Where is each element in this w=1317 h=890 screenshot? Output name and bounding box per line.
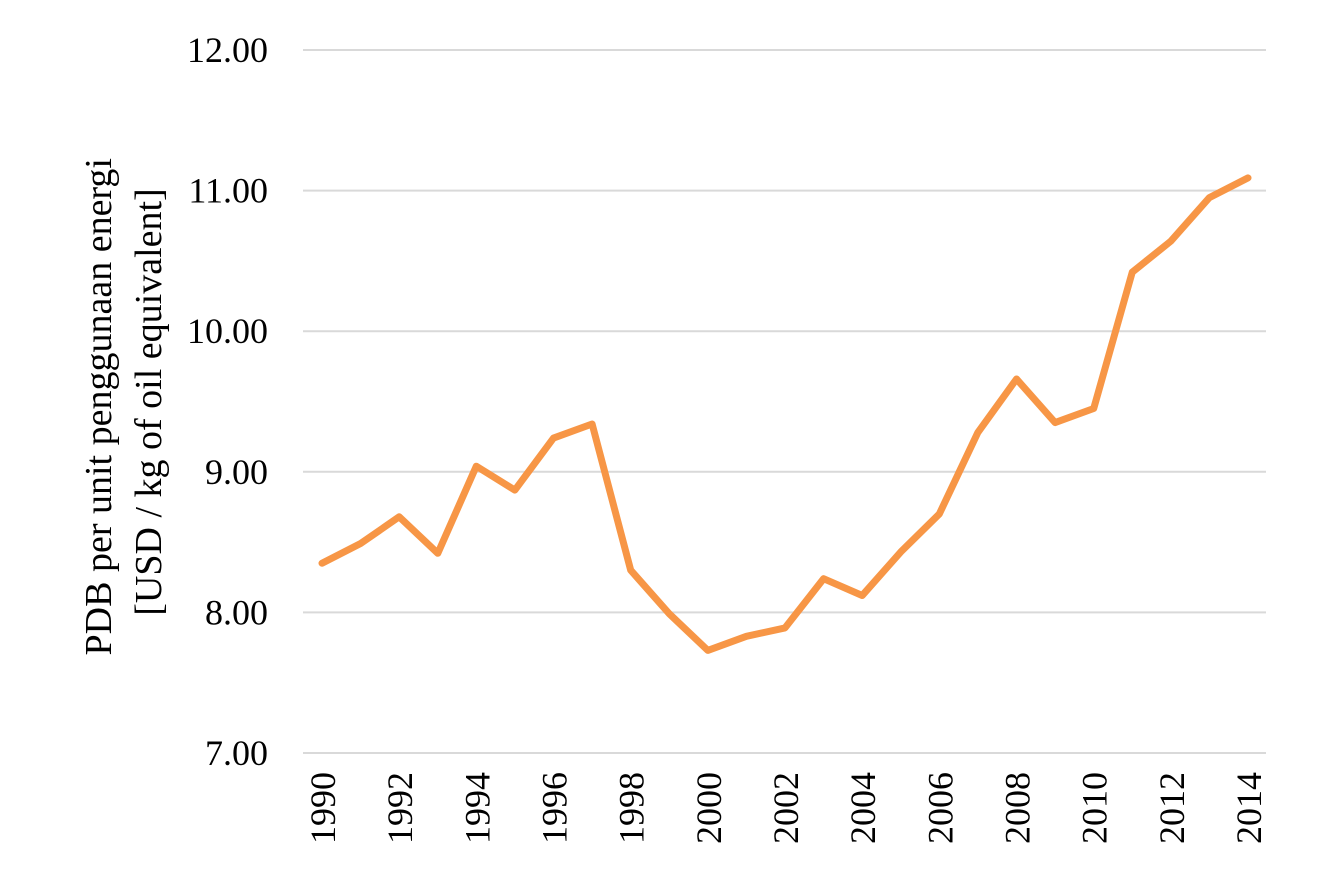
y-axis-tick-labels: 7.00 8.00 9.00 10.00 11.00 12.00 [187,30,268,773]
data-point-1994 [473,463,480,470]
y-tick-label: 9.00 [205,452,268,492]
data-point-1999 [666,610,673,617]
x-tick-label: 2004 [843,772,883,844]
x-tick-label: 2008 [998,772,1038,844]
data-point-2007 [974,429,981,436]
y-tick-label: 8.00 [205,592,268,632]
x-tick-label: 1996 [535,772,575,844]
x-tick-label: 2000 [689,772,729,844]
x-tick-label: 2002 [766,772,806,844]
data-point-1996 [550,435,557,442]
y-axis-title: PDB per unit penggunaan energi [USD / kg… [78,149,170,656]
x-tick-label: 1998 [612,772,652,844]
data-point-2001 [743,633,750,640]
data-point-1995 [511,487,518,494]
y-axis-title-line-2: [USD / kg of oil equivalent] [128,188,170,615]
x-tick-label: 2014 [1229,772,1269,844]
data-point-2010 [1090,405,1097,412]
data-point-2005 [897,548,904,555]
x-tick-label: 1992 [380,772,420,844]
y-tick-label: 10.00 [187,311,268,351]
x-tick-label: 1990 [303,772,343,844]
data-point-1990 [319,560,326,567]
data-point-1998 [627,567,634,574]
data-point-1993 [434,550,441,557]
data-point-2013 [1206,194,1213,201]
data-point-2006 [936,511,943,518]
data-point-1997 [589,421,596,428]
data-point-2012 [1167,238,1174,245]
series-line-1 [318,174,1252,654]
data-point-2014 [1245,174,1252,181]
y-tick-label: 11.00 [188,171,268,211]
data-point-1992 [396,513,403,520]
data-point-2003 [820,575,827,582]
data-point-2009 [1052,419,1059,426]
data-point-2011 [1129,269,1136,276]
x-axis-tick-labels: 1990 1992 1994 1996 1998 2000 2002 2004 2006 2008… [303,772,1269,844]
data-point-2004 [859,592,866,599]
data-point-1991 [357,540,364,547]
x-tick-label: 2006 [920,772,960,844]
x-tick-label: 2010 [1075,772,1115,844]
data-point-2002 [782,624,789,631]
y-axis-title-line-1: PDB per unit penggunaan energi [78,158,120,655]
x-tick-label: 2012 [1152,772,1192,844]
y-tick-label: 12.00 [187,30,268,70]
data-point-2008 [1013,376,1020,383]
y-tick-label: 7.00 [205,733,268,773]
data-point-2000 [704,647,711,654]
gridlines [303,49,1266,754]
x-tick-label: 1994 [457,772,497,844]
series-layer [318,174,1252,654]
